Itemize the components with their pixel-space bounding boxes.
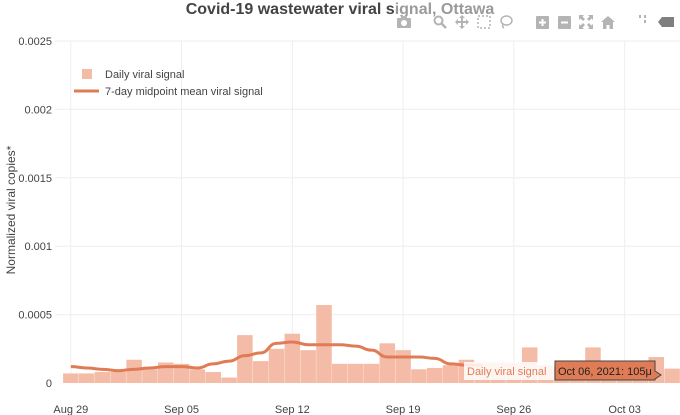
x-tick-label: Sep 05 — [164, 404, 199, 415]
bar-daily-2021-09-11[interactable] — [268, 348, 285, 383]
x-tick-label: Oct 03 — [608, 404, 640, 415]
lasso-icon[interactable] — [498, 14, 514, 30]
bar-daily-2021-09-10[interactable] — [252, 361, 269, 383]
bar-daily-2021-09-06[interactable] — [189, 369, 206, 383]
gridlines — [55, 40, 680, 383]
box-select-icon[interactable] — [476, 14, 492, 30]
bar-daily-2021-09-02[interactable] — [126, 359, 142, 383]
hover-box — [554, 360, 662, 381]
modebar — [396, 12, 680, 32]
x-axis: Aug 29 Sep 05 Sep 12 Sep 19 Sep 26 Oct 03 — [53, 404, 640, 415]
camera-icon[interactable] — [396, 14, 412, 30]
line-7day-mean[interactable] — [70, 340, 483, 373]
bar-daily-2021-09-22[interactable] — [442, 365, 459, 383]
y-axis-label: Normalized viral copies* — [4, 145, 18, 274]
x-tick-label: Sep 26 — [496, 404, 531, 415]
bar-daily-2021-09-03[interactable] — [142, 369, 158, 383]
y-axis: 0 0.0005 0.001 0.0015 0.002 0.0025 — [18, 36, 52, 390]
y-tick-label: 0.0025 — [18, 36, 52, 48]
spike-lines-icon[interactable] — [636, 14, 652, 30]
hover-closest-icon[interactable] — [658, 14, 674, 30]
hover-series-label: Daily viral signal — [467, 366, 546, 378]
pan-icon[interactable] — [454, 14, 470, 30]
bar-daily-2021-09-13[interactable] — [300, 350, 316, 383]
chart-title: Covid-19 wastewater viral signal, Ottawa — [186, 1, 495, 18]
bar-daily-2021-09-08[interactable] — [221, 377, 237, 383]
bar-daily-2021-09-09[interactable] — [237, 335, 253, 383]
bar-daily-2021-09-07[interactable] — [205, 372, 221, 383]
bar-daily-2021-09-20[interactable] — [411, 369, 427, 383]
bar-daily-2021-10-06[interactable] — [664, 368, 680, 383]
bar-daily-2021-08-29[interactable] — [63, 373, 79, 383]
bar-daily-2021-08-31[interactable] — [94, 372, 111, 383]
x-tick-label: Aug 29 — [53, 404, 88, 415]
bar-daily-2021-09-15[interactable] — [332, 363, 348, 383]
zoom-out-icon[interactable] — [556, 14, 572, 30]
legend-line-label: 7-day midpoint mean viral signal — [105, 86, 263, 98]
bar-daily-2021-09-19[interactable] — [395, 350, 411, 383]
hover-series-label-bg — [464, 362, 554, 380]
y-tick-label: 0.001 — [24, 241, 52, 253]
y-tick-label: 0.002 — [24, 104, 52, 116]
hover-value-label: Oct 06, 2021: 105μ — [558, 366, 652, 378]
autoscale-icon[interactable] — [578, 14, 594, 30]
bar-daily-2021-09-12[interactable] — [284, 333, 301, 383]
bar-daily-2021-09-05[interactable] — [173, 363, 190, 383]
bar-daily-2021-09-21[interactable] — [426, 367, 443, 383]
y-tick-label: 0.0015 — [18, 173, 52, 185]
reset-axes-icon[interactable] — [600, 14, 616, 30]
zoom-icon[interactable] — [432, 14, 448, 30]
y-tick-label: 0.0005 — [18, 310, 52, 322]
x-tick-label: Sep 12 — [275, 404, 310, 415]
bar-daily-2021-09-16[interactable] — [347, 363, 364, 383]
legend-bar-label: Daily viral signal — [105, 69, 184, 81]
bar-daily-2021-08-30[interactable] — [78, 373, 95, 383]
legend[interactable]: Daily viral signal 7-day midpoint mean v… — [74, 69, 263, 98]
zoom-in-icon[interactable] — [534, 14, 550, 30]
bar-daily-2021-09-01[interactable] — [110, 372, 127, 383]
y-tick-label: 0 — [46, 378, 52, 390]
hover-tooltip: Daily viral signal Oct 06, 2021: 105μ — [464, 360, 662, 381]
legend-bar-swatch — [82, 69, 92, 79]
x-tick-label: Sep 19 — [386, 404, 421, 415]
line-series[interactable] — [70, 340, 483, 373]
bar-daily-2021-09-17[interactable] — [363, 363, 380, 383]
bar-daily-2021-09-18[interactable] — [379, 343, 396, 383]
